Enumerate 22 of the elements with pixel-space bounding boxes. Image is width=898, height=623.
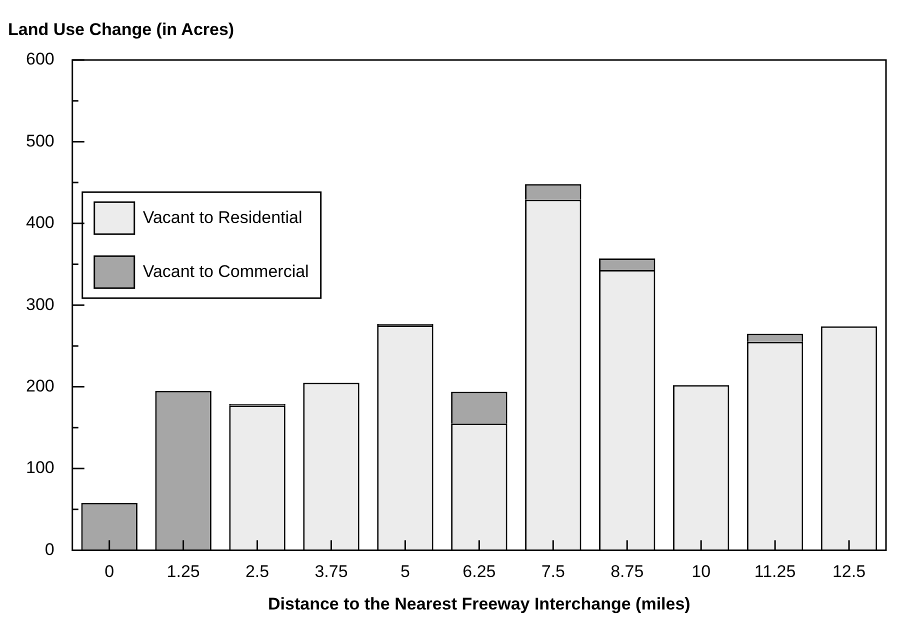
x-tick-label: 12.5 [832,562,866,582]
y-tick-label: 600 [26,50,54,69]
y-tick-label: 300 [26,294,54,314]
x-tick-label: 8.75 [610,562,644,582]
x-tick-label: 11.25 [754,562,796,582]
y-tick-label: 0 [44,540,54,559]
legend-label: Vacant to Residential [142,208,302,227]
y-tick-label: 500 [26,131,54,150]
x-tick-label: 10 [692,562,711,582]
y-tick-label: 100 [26,458,54,478]
x-tick-label: 1.25 [166,562,200,582]
chart-title: Land Use Change (in Acres) [8,20,234,40]
legend-label: Vacant to Commercial [142,262,309,281]
x-tick-label: 5 [400,562,410,582]
x-tick-label: 2.5 [245,562,270,582]
x-tick-label: 3.75 [314,562,348,582]
x-tick-label: 6.25 [462,562,496,582]
x-tick-label: 7.5 [541,562,565,582]
y-tick-label: 200 [26,376,54,396]
y-tick-label: 400 [26,213,54,232]
x-tick-label: 0 [104,562,114,582]
x-axis-title: Distance to the Nearest Freeway Interchange (miles) [268,594,690,614]
